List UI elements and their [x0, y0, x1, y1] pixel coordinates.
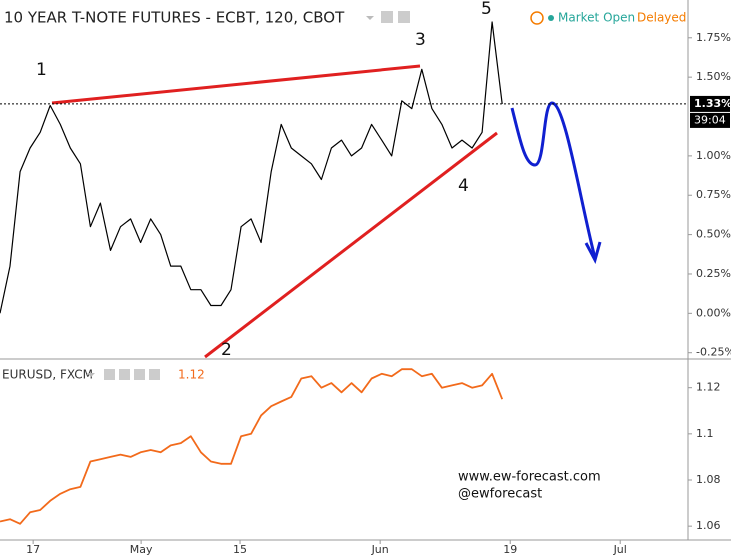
wave-label: 2: [221, 340, 232, 360]
projection-arrowhead: [584, 241, 602, 265]
y-tick-label: 1.50%: [696, 70, 731, 83]
wave-label: 5: [481, 0, 492, 19]
y-tick-label: 1.12: [696, 381, 721, 394]
status-dot: [548, 15, 554, 21]
price-line: [0, 21, 503, 314]
settings-icon[interactable]: [104, 369, 115, 380]
x-tick-label: May: [130, 543, 153, 556]
trendline: [51, 64, 421, 105]
y-tick-label: 0.75%: [696, 188, 731, 201]
x-tick-label: Jul: [613, 543, 627, 556]
countdown-label: 39:04: [694, 113, 726, 126]
chart-title: 10 YEAR T-NOTE FUTURES - ECBT, 120, CBOT: [4, 9, 345, 27]
settings-icon[interactable]: [149, 369, 160, 380]
y-tick-label: 0.50%: [696, 228, 731, 241]
watermark-handle: @ewforecast: [458, 487, 542, 502]
subchart-title: EURUSD, FXCM: [2, 368, 93, 382]
watermark-site: www.ew-forecast.com: [458, 470, 601, 485]
y-tick-label: 1.06: [696, 519, 721, 532]
feed-status: Delayed: [637, 11, 686, 25]
y-tick-label: 1.75%: [696, 31, 731, 44]
dropdown-icon[interactable]: [87, 373, 95, 377]
x-tick-label: Jun: [371, 543, 389, 556]
last-price-label: 1.33%: [694, 97, 731, 110]
settings-icon[interactable]: [134, 369, 145, 380]
countdown-box: [690, 112, 730, 128]
subchart-last-value: 1.12: [178, 368, 205, 382]
wave-label: 3: [415, 30, 426, 50]
y-tick-label: 1.00%: [696, 149, 731, 162]
x-tick-label: 17: [26, 543, 40, 556]
y-tick-label: 1.1: [696, 427, 714, 440]
wave-label: 4: [458, 176, 469, 196]
wave-label: 1: [36, 60, 47, 80]
y-tick-label: 0.25%: [696, 267, 731, 280]
y-tick-label: -0.25%: [696, 346, 731, 359]
settings-icon[interactable]: [398, 11, 410, 23]
dropdown-icon[interactable]: [366, 16, 374, 20]
status-icon: [530, 11, 544, 25]
trendline: [204, 131, 498, 359]
last-price-box: [690, 95, 730, 112]
projection-path: [510, 101, 597, 259]
y-tick-label: 0.00%: [696, 306, 731, 319]
settings-icon[interactable]: [381, 11, 393, 23]
price-line: [0, 368, 504, 525]
market-status: Market Open: [558, 11, 635, 25]
x-tick-label: 19: [503, 543, 517, 556]
settings-icon[interactable]: [119, 369, 130, 380]
y-tick-label: 1.08: [696, 473, 721, 486]
x-tick-label: 15: [233, 543, 247, 556]
